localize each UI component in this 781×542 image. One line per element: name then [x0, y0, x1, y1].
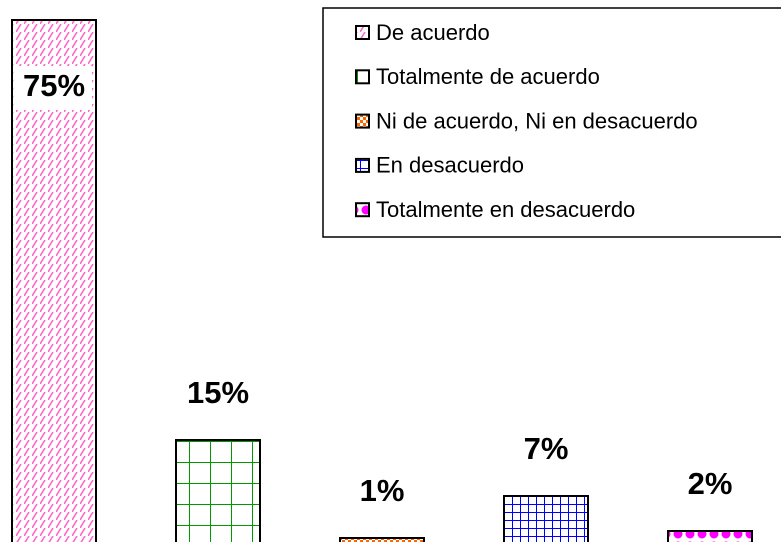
legend-swatch — [355, 202, 370, 218]
legend-label: De acuerdo — [376, 20, 490, 45]
legend-label: Totalmente en desacuerdo — [376, 197, 635, 222]
value-label: 7% — [524, 431, 569, 466]
bar — [339, 537, 425, 542]
legend-swatch — [355, 113, 370, 129]
legend-label: Totalmente de acuerdo — [376, 64, 600, 89]
legend-label: En desacuerdo — [376, 153, 524, 178]
value-label: 1% — [360, 473, 405, 508]
bar — [667, 530, 753, 542]
legend-label: Ni de acuerdo, Ni en desacuerdo — [376, 108, 698, 133]
legend-swatch — [355, 25, 370, 40]
value-label-bg — [16, 66, 92, 110]
legend-box — [322, 7, 781, 238]
value-label: 75% — [23, 68, 85, 103]
value-label: 2% — [688, 466, 733, 501]
bar — [175, 439, 261, 542]
legend-swatch — [355, 157, 370, 173]
legend-swatch — [355, 69, 370, 85]
bar — [503, 495, 589, 542]
value-label: 15% — [187, 375, 249, 410]
